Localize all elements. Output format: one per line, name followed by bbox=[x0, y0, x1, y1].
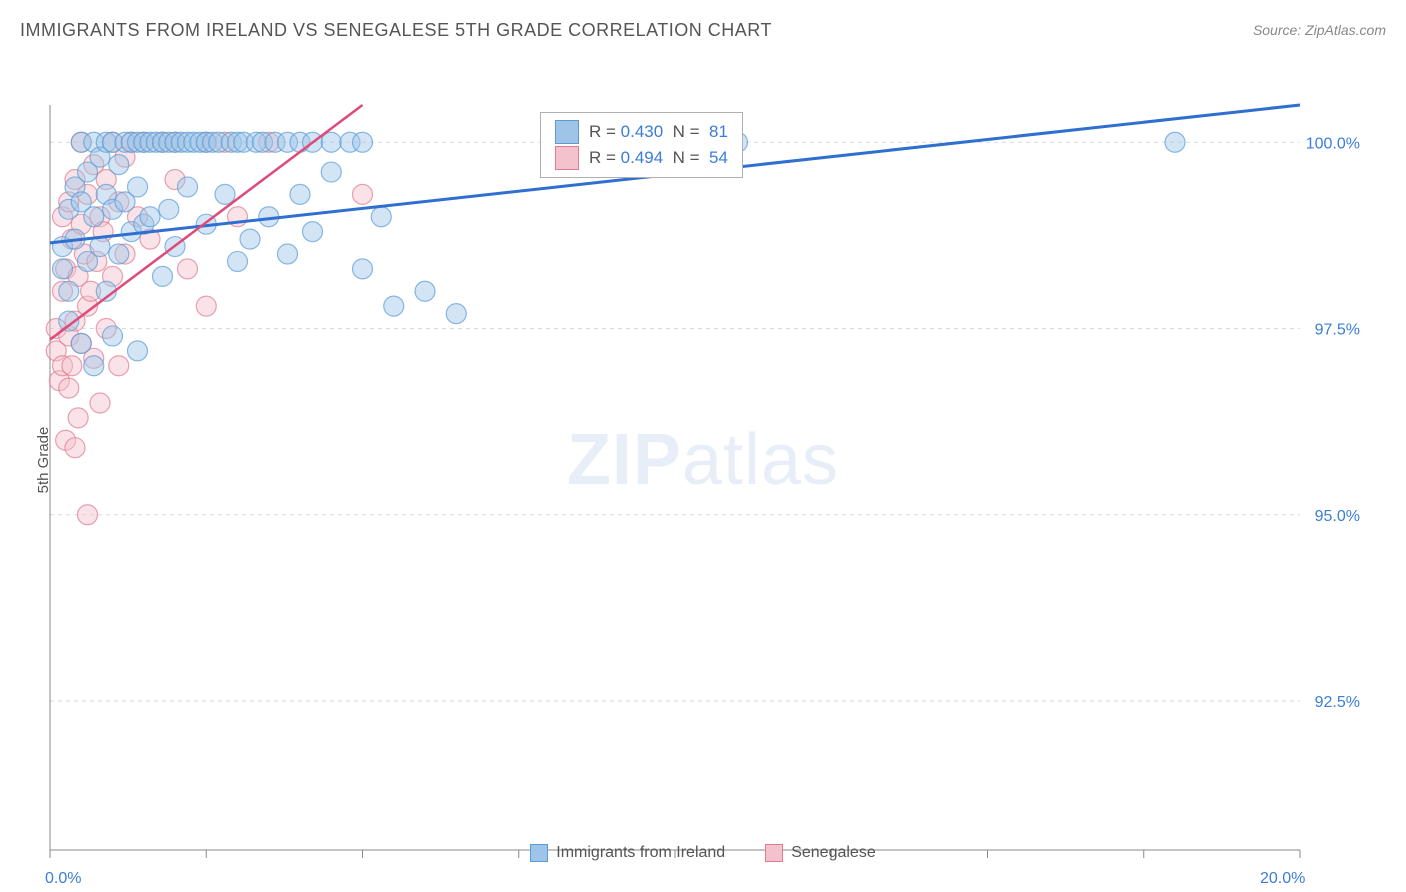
legend-label: Immigrants from Ireland bbox=[556, 844, 725, 862]
svg-text:92.5%: 92.5% bbox=[1315, 694, 1360, 711]
legend-item: Senegalese bbox=[765, 844, 876, 862]
svg-text:95.0%: 95.0% bbox=[1315, 508, 1360, 525]
correlation-text: R = 0.494 N = 54 bbox=[589, 145, 728, 171]
svg-text:97.5%: 97.5% bbox=[1315, 322, 1360, 339]
chart-area: 5th Grade ZIPatlas 92.5%95.0%97.5%100.0%… bbox=[0, 50, 1406, 870]
legend-swatch bbox=[765, 844, 783, 862]
source-label: Source: ZipAtlas.com bbox=[1253, 22, 1386, 38]
series-legend: Immigrants from Ireland Senegalese bbox=[0, 844, 1406, 862]
chart-title: IMMIGRANTS FROM IRELAND VS SENEGALESE 5T… bbox=[20, 20, 772, 41]
correlation-row: R = 0.430 N = 81 bbox=[555, 119, 728, 145]
correlation-row: R = 0.494 N = 54 bbox=[555, 145, 728, 171]
legend-swatch bbox=[555, 146, 579, 170]
correlation-text: R = 0.430 N = 81 bbox=[589, 119, 728, 145]
x-axis-max-label: 20.0% bbox=[1260, 870, 1305, 888]
legend-swatch bbox=[530, 844, 548, 862]
svg-text:100.0%: 100.0% bbox=[1306, 135, 1360, 152]
x-axis-min-label: 0.0% bbox=[45, 870, 81, 888]
legend-swatch bbox=[555, 120, 579, 144]
correlation-legend: R = 0.430 N = 81R = 0.494 N = 54 bbox=[540, 112, 743, 178]
y-axis-label: 5th Grade bbox=[35, 427, 52, 494]
legend-item: Immigrants from Ireland bbox=[530, 844, 725, 862]
legend-label: Senegalese bbox=[791, 844, 876, 862]
